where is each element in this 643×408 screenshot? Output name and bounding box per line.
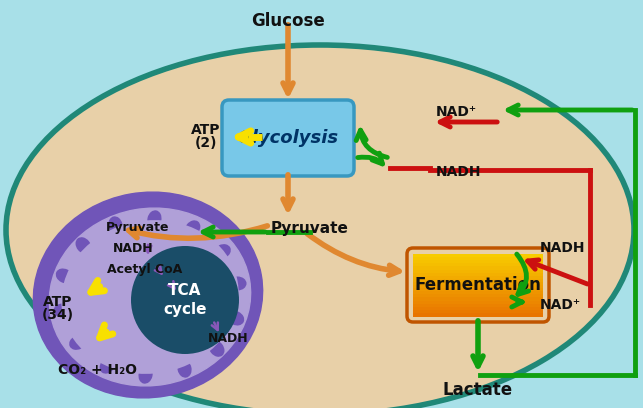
Ellipse shape [6,45,634,408]
Text: ATP: ATP [43,295,73,309]
Bar [413,282,543,286]
Text: (2): (2) [195,136,217,150]
Bar [413,310,543,314]
Ellipse shape [109,216,123,234]
Text: NAD⁺: NAD⁺ [436,105,477,119]
Ellipse shape [56,268,73,283]
Bar [413,291,543,295]
Bar [413,297,543,302]
Bar [413,273,543,277]
Bar [413,257,543,261]
Bar [413,279,543,283]
Bar [413,270,543,274]
Bar [413,260,543,264]
Ellipse shape [209,340,224,357]
Ellipse shape [138,366,152,384]
Bar [413,301,543,305]
Text: ATP: ATP [191,123,221,137]
Text: Fermentation: Fermentation [415,276,541,294]
Bar [413,313,543,317]
Text: Pyruvate: Pyruvate [271,220,349,235]
Bar [413,294,543,298]
Bar [413,307,543,311]
Bar [413,288,543,292]
Ellipse shape [61,220,239,374]
Ellipse shape [228,277,246,290]
Text: NADH: NADH [208,331,248,344]
Text: Acetyl CoA: Acetyl CoA [107,264,183,277]
Ellipse shape [50,208,251,386]
Text: NADH: NADH [540,241,586,255]
Bar [413,263,543,267]
Ellipse shape [227,310,244,326]
Bar [413,266,543,271]
Text: Lactate: Lactate [443,381,513,399]
Text: Glucose: Glucose [251,12,325,30]
Ellipse shape [147,210,161,228]
Text: TCA
cycle: TCA cycle [163,283,207,317]
Ellipse shape [33,192,262,398]
Text: CO₂ + H₂O: CO₂ + H₂O [59,363,138,377]
Text: Pyruvate: Pyruvate [106,222,170,235]
Ellipse shape [177,360,192,378]
Ellipse shape [69,335,87,350]
FancyBboxPatch shape [222,100,354,176]
Ellipse shape [213,244,231,259]
Ellipse shape [185,220,201,237]
Text: (34): (34) [42,308,74,322]
Ellipse shape [75,237,91,254]
Bar [413,276,543,280]
Text: NAD⁺: NAD⁺ [540,298,581,312]
Bar [413,254,543,258]
Ellipse shape [53,304,71,317]
Ellipse shape [100,357,115,374]
Text: Glycolysis: Glycolysis [237,129,339,147]
Text: NADH: NADH [113,242,153,255]
Text: NADH: NADH [436,165,482,179]
Circle shape [131,246,239,354]
Bar [413,304,543,308]
Bar [413,285,543,289]
